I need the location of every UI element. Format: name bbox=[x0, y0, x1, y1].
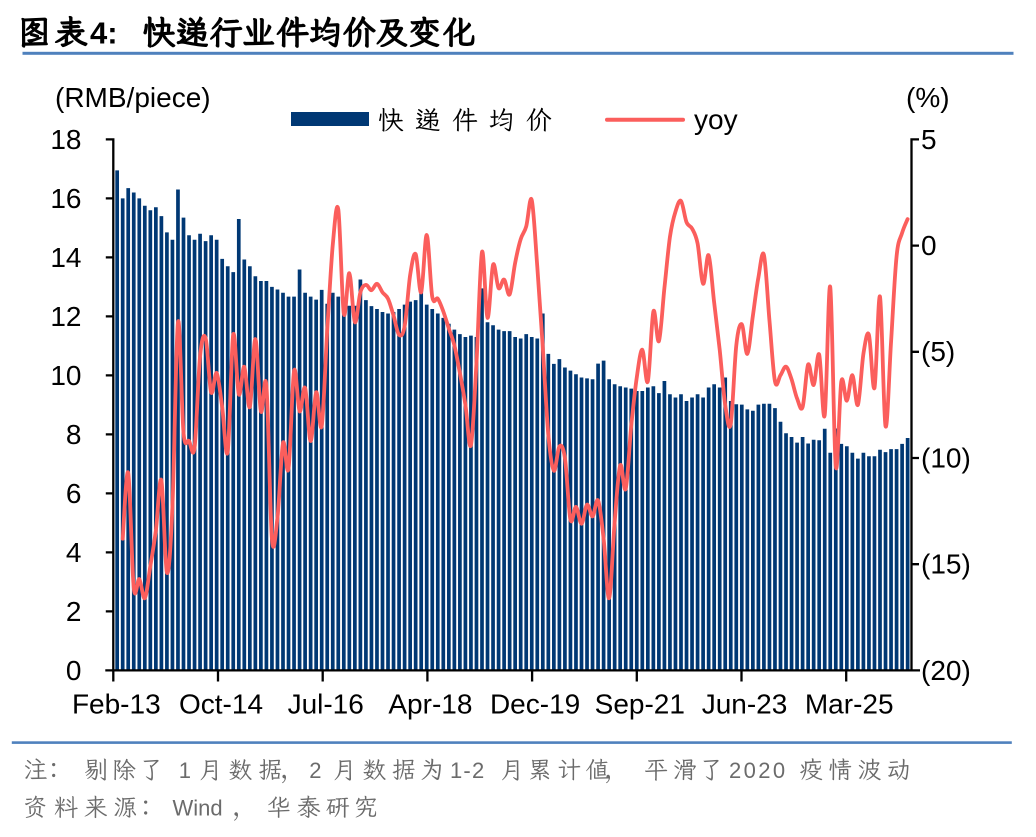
svg-text:4: 4 bbox=[66, 537, 82, 568]
svg-text:Jul-16: Jul-16 bbox=[288, 689, 364, 720]
svg-text:6: 6 bbox=[66, 478, 82, 509]
svg-text:Dec-19: Dec-19 bbox=[490, 689, 580, 720]
svg-text:(10): (10) bbox=[921, 442, 971, 473]
svg-text:4:: 4: bbox=[90, 16, 118, 51]
svg-text:yoy: yoy bbox=[694, 104, 738, 135]
svg-text:Jun-23: Jun-23 bbox=[702, 689, 788, 720]
svg-text:(RMB/piece): (RMB/piece) bbox=[55, 82, 211, 113]
svg-text:2: 2 bbox=[66, 596, 82, 627]
svg-text:Wind: Wind bbox=[173, 796, 223, 821]
svg-text:0: 0 bbox=[66, 655, 82, 686]
svg-text:16: 16 bbox=[50, 183, 81, 214]
svg-text:0: 0 bbox=[921, 230, 937, 261]
svg-text:1: 1 bbox=[179, 758, 191, 783]
svg-text:Feb-13: Feb-13 bbox=[72, 689, 161, 720]
svg-text:Apr-18: Apr-18 bbox=[388, 689, 472, 720]
svg-text:14: 14 bbox=[50, 242, 81, 273]
svg-text:8: 8 bbox=[66, 419, 82, 450]
svg-text:(20): (20) bbox=[921, 655, 971, 686]
svg-text:1-2: 1-2 bbox=[450, 758, 485, 783]
svg-text:Mar-25: Mar-25 bbox=[805, 689, 894, 720]
svg-text:(%): (%) bbox=[906, 82, 950, 113]
svg-text:2020: 2020 bbox=[729, 758, 788, 783]
svg-text:2: 2 bbox=[309, 758, 321, 783]
svg-text:(15): (15) bbox=[921, 549, 971, 580]
svg-text:5: 5 bbox=[921, 124, 937, 155]
svg-text:10: 10 bbox=[50, 360, 81, 391]
svg-text:(5): (5) bbox=[921, 336, 955, 367]
svg-text:18: 18 bbox=[50, 124, 81, 155]
svg-text:Oct-14: Oct-14 bbox=[179, 689, 263, 720]
svg-text:12: 12 bbox=[50, 301, 81, 332]
svg-text:Sep-21: Sep-21 bbox=[595, 689, 685, 720]
